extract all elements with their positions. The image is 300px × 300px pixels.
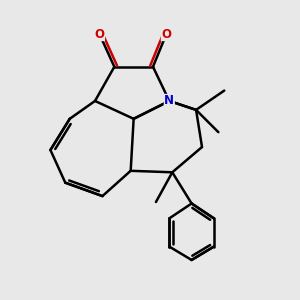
Text: N: N [164, 94, 174, 107]
Text: O: O [161, 28, 171, 40]
Text: O: O [94, 28, 104, 40]
